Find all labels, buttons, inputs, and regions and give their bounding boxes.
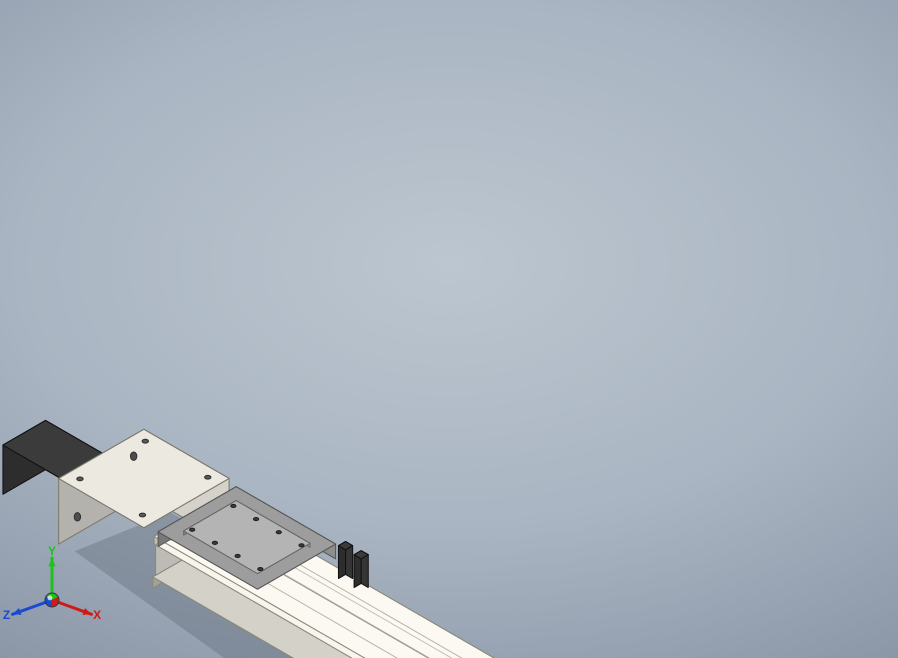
model-face xyxy=(13,608,22,615)
model-face xyxy=(47,595,52,600)
model-face xyxy=(190,528,195,531)
model-face xyxy=(83,608,92,615)
cad-viewport[interactable]: X Y Z xyxy=(0,0,898,658)
model-face xyxy=(276,531,281,534)
model-face xyxy=(142,439,148,443)
model-face xyxy=(74,513,80,521)
model-face xyxy=(205,475,211,479)
model-face xyxy=(235,554,240,557)
model-face xyxy=(48,558,55,566)
model-face xyxy=(212,541,217,544)
model-face xyxy=(299,544,304,547)
model-face xyxy=(130,452,136,460)
model-face xyxy=(231,504,236,507)
model-face xyxy=(258,567,263,570)
model-face xyxy=(77,477,83,481)
model-face xyxy=(253,517,258,520)
cad-scene[interactable] xyxy=(0,0,898,658)
model-face xyxy=(139,513,145,517)
